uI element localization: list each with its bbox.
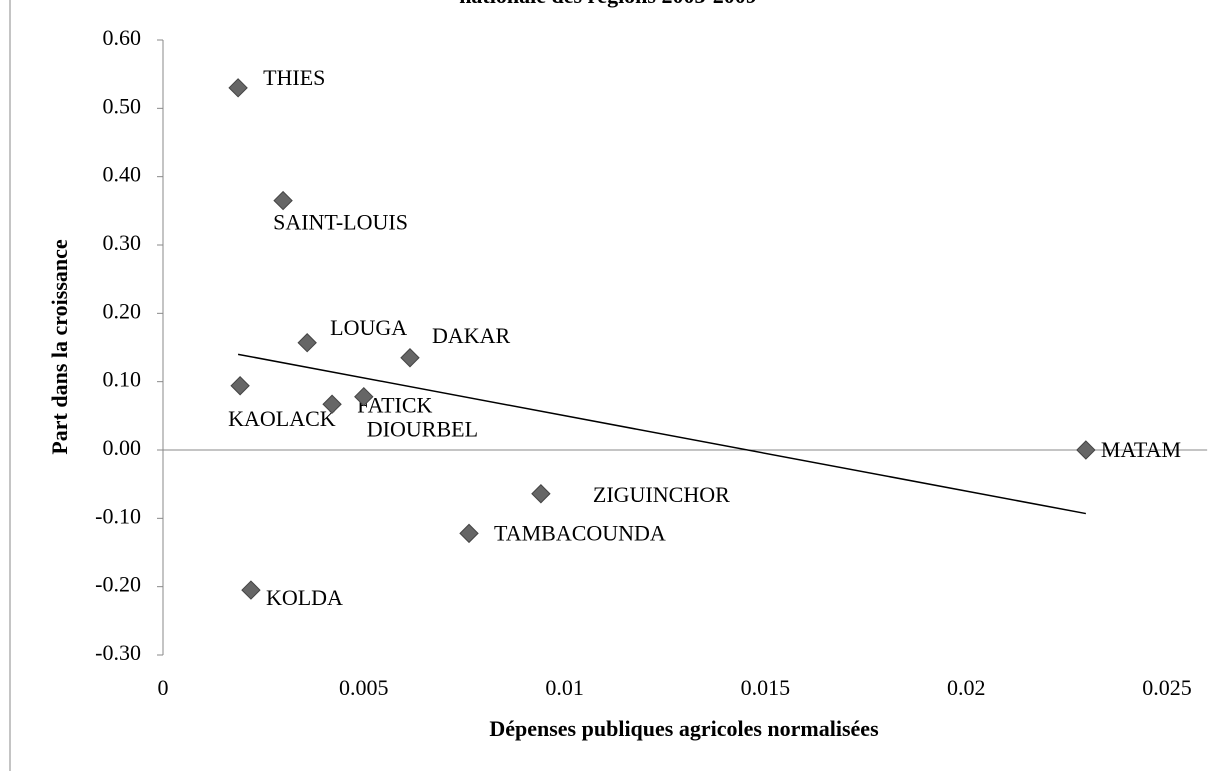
point-label: DAKAR xyxy=(432,323,511,348)
point-label: DIOURBEL xyxy=(367,417,478,442)
y-tick-label: 0.60 xyxy=(103,25,142,50)
y-tick-label: 0.30 xyxy=(103,230,142,255)
y-tick-label: -0.30 xyxy=(95,640,141,665)
y-tick-label: -0.20 xyxy=(95,572,141,597)
point xyxy=(297,333,317,353)
x-tick-label: 0.01 xyxy=(545,675,584,700)
point xyxy=(241,580,261,600)
point-label: MATAM xyxy=(1101,437,1181,462)
point xyxy=(459,523,479,544)
point-label: ZIGUINCHOR xyxy=(593,482,730,507)
point xyxy=(322,394,342,414)
point-label: LOUGA xyxy=(330,315,407,340)
x-axis-title: Dépenses publiques agricoles normalisées xyxy=(489,716,879,741)
y-tick-label: 0.40 xyxy=(103,162,142,187)
point xyxy=(230,376,250,396)
trendline xyxy=(237,353,1087,515)
point xyxy=(531,484,551,504)
x-tick-label: 0.02 xyxy=(947,675,986,700)
x-tick-label: 0.015 xyxy=(741,675,791,700)
y-axis-title: Part dans la croissance xyxy=(47,239,72,455)
chart-title: nationale des régions 2003-2009 xyxy=(459,0,757,8)
point xyxy=(400,348,420,368)
point-label: SAINT-LOUIS xyxy=(273,210,408,235)
y-tick-label: 0.20 xyxy=(103,298,142,323)
y-tick-label: -0.10 xyxy=(95,503,141,528)
y-tick-label: 0.50 xyxy=(103,93,142,118)
x-tick-label: 0 xyxy=(158,675,169,700)
point xyxy=(354,386,374,407)
point-label: THIES xyxy=(263,65,325,90)
point-label: KAOLACK xyxy=(228,406,336,431)
x-tick-label: 0.025 xyxy=(1142,675,1192,700)
point xyxy=(228,78,248,98)
point xyxy=(1076,440,1096,460)
y-tick-label: 0.00 xyxy=(103,435,142,460)
point-label: KOLDA xyxy=(266,585,343,610)
y-tick-label: 0.10 xyxy=(103,367,142,392)
point-label: TAMBACOUNDA xyxy=(494,520,666,545)
point xyxy=(273,190,293,211)
x-tick-label: 0.005 xyxy=(339,675,389,700)
